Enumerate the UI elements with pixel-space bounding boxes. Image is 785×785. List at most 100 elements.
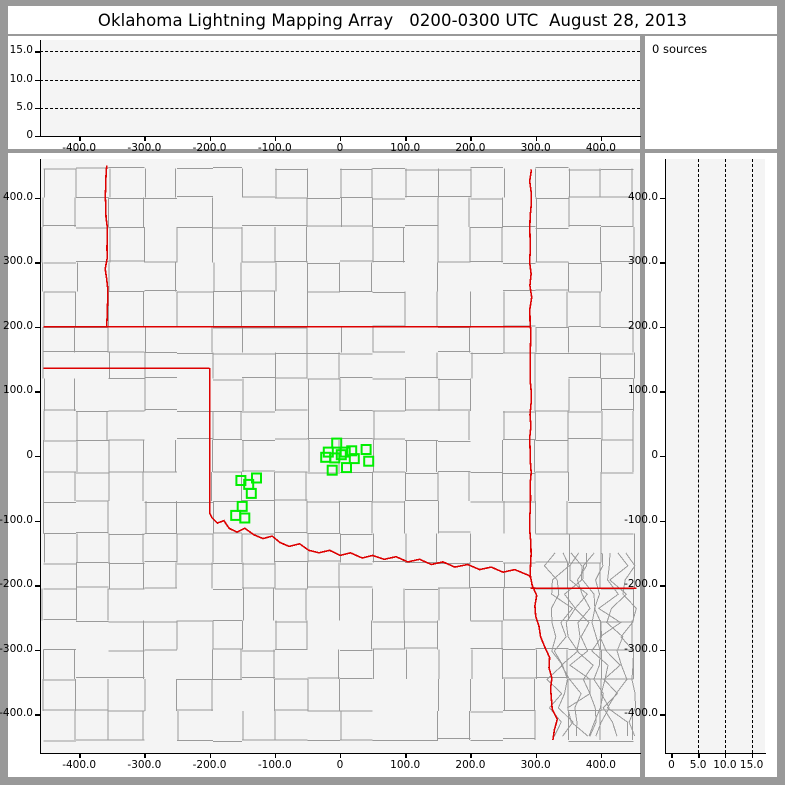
y-axis-line <box>665 159 667 754</box>
x-axis-tick-label: -200.0 <box>192 759 227 771</box>
x-axis-tick <box>600 753 603 758</box>
x-axis-tick-label: -300.0 <box>127 759 162 771</box>
gridline-vertical <box>751 159 753 753</box>
y-axis-tick <box>35 585 40 587</box>
y-axis-tick-label: -100.0 <box>0 513 33 526</box>
county-border <box>560 552 583 737</box>
x-axis-tick-label: 0 <box>336 142 344 154</box>
map-plot-area[interactable] <box>40 159 640 753</box>
y-axis-tick-label: 0 <box>651 449 658 461</box>
source-marker <box>331 437 343 449</box>
y-axis-tick <box>35 136 40 138</box>
source-marker <box>346 445 358 457</box>
source-count-label: 0 sources <box>652 42 708 56</box>
y-axis-tick <box>660 326 665 329</box>
page-title: Oklahoma Lightning Mapping Array 0200-03… <box>97 10 688 30</box>
x-axis-tick <box>405 753 407 758</box>
y-axis-tick <box>35 326 40 329</box>
y-axis-tick <box>660 520 665 522</box>
county-border <box>582 552 604 737</box>
y-axis-tick <box>35 197 40 200</box>
y-axis-tick-label: -300.0 <box>0 642 33 655</box>
y-axis-tick-label: 200.0 <box>2 319 33 332</box>
source-count-panel: 0 sources <box>645 36 777 149</box>
x-axis-tick <box>405 136 407 141</box>
x-axis-tick-label: 200.0 <box>455 142 486 154</box>
y-axis-tick-label: 100.0 <box>2 384 33 397</box>
source-marker <box>236 500 248 512</box>
x-axis-tick <box>600 136 603 141</box>
x-axis-tick-label: 5.0 <box>689 759 707 771</box>
y-axis-tick <box>660 585 665 587</box>
county-border <box>591 552 610 737</box>
x-axis-tick <box>209 136 211 141</box>
y-axis-line <box>40 40 42 137</box>
y-axis-tick-label: -100.0 <box>624 513 658 526</box>
x-axis-tick <box>274 753 277 758</box>
y-axis-tick <box>35 391 40 393</box>
x-axis-tick <box>340 136 342 141</box>
y-axis-tick <box>660 456 665 458</box>
state-border-west <box>104 165 109 327</box>
source-marker <box>251 472 262 484</box>
height-histogram-plot-area[interactable] <box>665 159 765 753</box>
x-axis-tick <box>470 136 472 141</box>
x-axis-tick-label: 100.0 <box>390 142 421 154</box>
map-geography <box>41 165 637 742</box>
gridline-horizontal <box>40 107 640 109</box>
height-histogram-panel[interactable]: -400.0 -300.0 -200.0 -100.0 0 100.0 200.0 300.0… <box>624 153 777 777</box>
y-axis-tick-label: 15.0 <box>9 44 33 57</box>
y-axis-tick-label: 10.0 <box>9 72 33 85</box>
state-border-texas-east <box>529 575 559 741</box>
x-axis-tick-label: -300.0 <box>127 142 162 154</box>
gridline-vertical <box>724 159 726 753</box>
y-axis-tick <box>35 714 40 716</box>
x-axis-tick <box>535 136 538 141</box>
x-axis-tick-label: 400.0 <box>585 142 616 154</box>
y-axis-tick-label: 5.0 <box>16 100 33 113</box>
x-axis-line <box>665 753 766 755</box>
county-border <box>606 552 629 737</box>
y-axis-tick-label: 300.0 <box>2 255 33 268</box>
source-markers-layer <box>230 437 375 524</box>
y-axis-tick <box>35 520 40 522</box>
x-axis-tick-label: 0 <box>336 759 344 771</box>
source-marker <box>339 446 351 458</box>
y-axis-tick-label: 200.0 <box>627 319 658 332</box>
source-marker <box>245 487 257 499</box>
x-axis-tick <box>144 753 146 758</box>
y-axis-tick <box>660 649 665 652</box>
state-border-red-river <box>208 512 531 577</box>
x-axis-tick <box>698 753 700 758</box>
x-axis-tick-label: 200.0 <box>455 759 486 771</box>
x-axis-tick-label: 0 <box>668 759 675 771</box>
y-axis-tick-label: 300.0 <box>627 255 658 268</box>
county-border <box>551 552 574 737</box>
gridline-vertical <box>698 159 700 753</box>
x-axis-tick <box>209 753 211 758</box>
x-axis-tick-label: -100.0 <box>257 759 292 771</box>
y-axis-tick <box>660 391 665 393</box>
x-axis-tick-label: 100.0 <box>390 759 421 771</box>
title-panel: Oklahoma Lightning Mapping Array 0200-03… <box>8 6 777 34</box>
x-axis-tick-label: 300.0 <box>520 142 551 154</box>
source-marker <box>230 509 242 521</box>
time-height-plot-area[interactable] <box>40 40 640 136</box>
y-axis-tick <box>660 714 665 716</box>
y-axis-tick-label: 100.0 <box>627 384 658 397</box>
x-axis-tick-label: -100.0 <box>257 142 292 154</box>
plan-view-map-panel[interactable]: -400.0 -300.0 -200.0 -100.0 0 100.0 200.0 300.0… <box>0 153 641 777</box>
y-axis-tick <box>35 262 40 264</box>
state-border-kansas-east <box>528 169 533 327</box>
y-axis-tick <box>660 262 665 264</box>
x-axis-tick-label: 300.0 <box>520 759 551 771</box>
x-axis-tick-label: -400.0 <box>62 142 97 154</box>
x-axis-tick-label: -400.0 <box>62 759 97 771</box>
y-axis-tick <box>660 197 665 200</box>
x-axis-tick <box>751 753 754 758</box>
county-border <box>567 552 591 737</box>
y-axis-tick <box>35 649 40 652</box>
x-axis-tick <box>79 136 81 141</box>
time-height-panel[interactable]: 0 5.0 10.0 15.0 -400.0 -300.0 -200.0 -100.0 0 100… <box>8 36 641 154</box>
y-axis-tick-label: 0 <box>26 449 33 461</box>
